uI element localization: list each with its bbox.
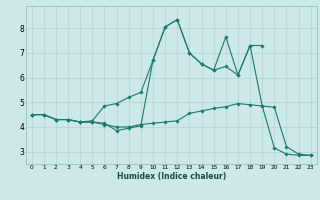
X-axis label: Humidex (Indice chaleur): Humidex (Indice chaleur) [116, 172, 226, 181]
